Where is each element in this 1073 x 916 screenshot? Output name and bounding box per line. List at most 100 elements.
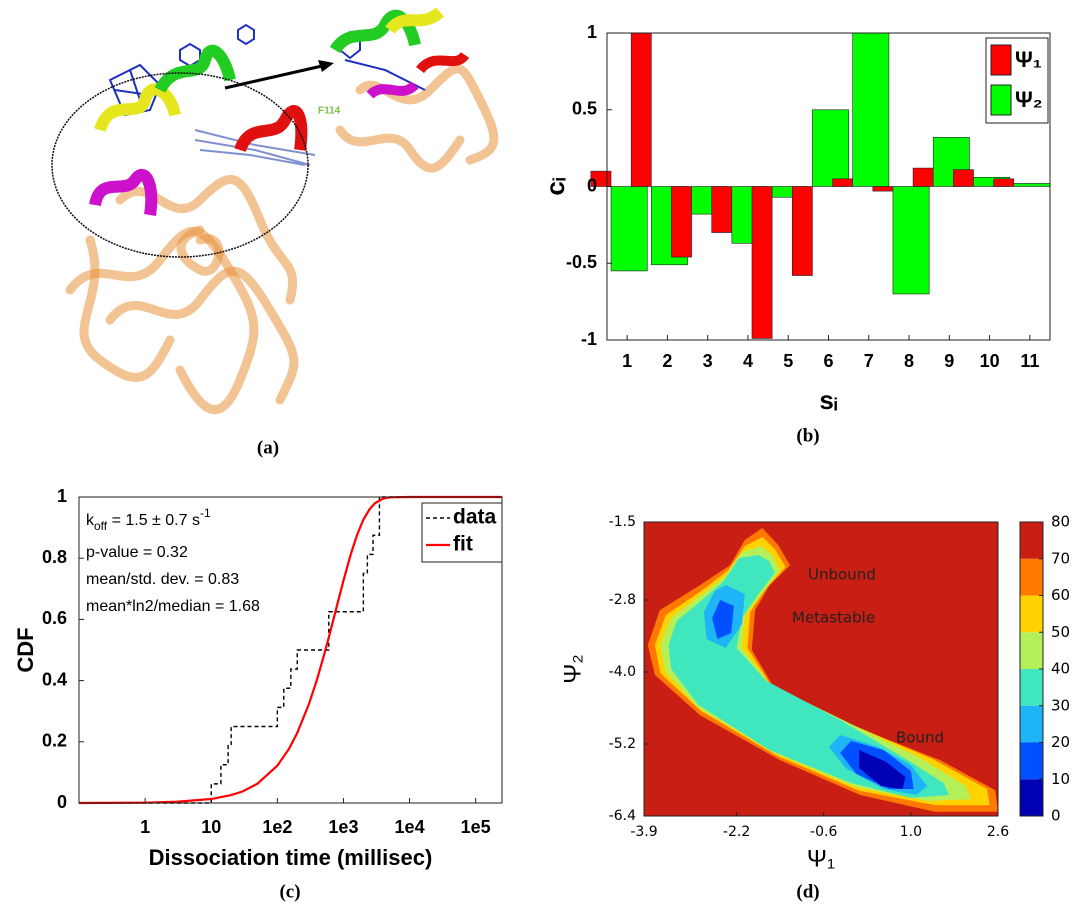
colorbar-segment (1020, 558, 1043, 596)
bar (812, 109, 849, 187)
x-tick-label: 1e2 (262, 817, 292, 837)
caption: (c) (279, 881, 300, 902)
colorbar-segment (1020, 779, 1043, 816)
y-tick-label: -4.0 (609, 664, 636, 680)
colorbar-tick-label: 0 (1051, 807, 1061, 825)
y-tick-label: 0 (57, 792, 67, 812)
y-tick-label: -1.5 (609, 514, 636, 530)
colorbar-tick-label: 80 (1051, 513, 1070, 531)
x-tick-label: 11 (1020, 351, 1039, 371)
bar (1013, 183, 1051, 187)
rate-label: koff = 1.5 ± 0.7 s-1 (86, 506, 211, 533)
x-tick-label: -3.9 (630, 824, 657, 840)
y-axis-label: CDF (13, 627, 38, 672)
y-tick-label: -2.8 (609, 592, 636, 608)
legend: Ψ₁ Ψ₂ (985, 37, 1049, 124)
caption: (d) (796, 881, 819, 902)
colorbar-tick-label: 40 (1051, 660, 1070, 678)
y-tick-label: -1 (581, 329, 597, 349)
contour-region (859, 750, 906, 789)
x-tick-label: 2.6 (987, 824, 1009, 840)
rate-value: = 1.5 ± 0.7 s (107, 512, 200, 529)
legend-swatch (990, 44, 1012, 76)
y-tick-label: -0.5 (566, 252, 597, 272)
x-tick-label: 1 (140, 817, 150, 837)
y-tick-label: -6.4 (609, 808, 636, 824)
bar (953, 169, 974, 187)
y-tick-label: -5.2 (609, 736, 636, 752)
x-tick-label: -0.6 (810, 824, 837, 840)
bar (892, 186, 930, 295)
bar (832, 178, 853, 187)
y-tick-label: 0.6 (42, 608, 67, 628)
colorbar-segment (1020, 705, 1043, 743)
bar (791, 186, 813, 276)
x-tick-label: 10 (980, 351, 1000, 371)
legend-swatch (990, 84, 1012, 116)
x-tick-label: 1 (622, 351, 632, 371)
x-tick-label: 6 (823, 351, 833, 371)
x-tick-label: 3 (703, 351, 713, 371)
x-tick-label: 2 (662, 351, 672, 371)
colorbar-segment (1020, 632, 1043, 669)
y-tick-label: 0.2 (42, 731, 67, 751)
molecule-image: F114 (a) (51, 7, 499, 458)
annotation: mean*ln2/median = 1.68 (86, 598, 260, 615)
colorbar-tick-label: 70 (1051, 549, 1070, 567)
x-tick-label: 1e5 (461, 817, 491, 837)
colorbar-segment (1020, 595, 1043, 633)
annotation: mean/std. dev. = 0.83 (86, 571, 239, 588)
y-tick-label: 0.5 (572, 99, 597, 119)
bar (852, 32, 890, 187)
x-tick-label: 4 (743, 351, 753, 371)
x-tick-label: 8 (904, 351, 914, 371)
bar (671, 186, 692, 258)
line-series (78, 495, 502, 805)
x-tick-label: 1e3 (328, 817, 358, 837)
y-tick-label: 1 (587, 22, 597, 42)
rate-superscript: -1 (200, 506, 211, 520)
y-tick-label: 0.4 (42, 669, 67, 689)
colorbar-tick-label: 30 (1051, 696, 1070, 714)
x-axis-label: Ψ₁ (807, 845, 835, 872)
rate-subscript: off (94, 519, 108, 533)
colorbar-tick-label: 20 (1051, 733, 1070, 751)
colorbar-tick-label: 60 (1051, 586, 1070, 604)
bar (993, 178, 1015, 187)
y-tick-label: 0 (587, 175, 597, 195)
x-axis-label: sᵢ (819, 385, 837, 415)
legend-label: fit (453, 533, 473, 556)
legend: data fit (421, 502, 503, 563)
legend-box (421, 502, 503, 563)
legend-label: data (453, 506, 497, 529)
bar (711, 186, 733, 233)
x-tick-label: -2.2 (723, 824, 750, 840)
y-tick-label: 0.8 (42, 547, 67, 567)
residue-label: F114 (318, 106, 341, 117)
annotation: Metastable (792, 609, 875, 627)
x-tick-label: 5 (783, 351, 793, 371)
colorbar-segment (1020, 742, 1043, 780)
bar (630, 32, 652, 187)
x-tick-label: 10 (201, 817, 221, 837)
colorbar-segment (1020, 522, 1043, 559)
bar (610, 186, 648, 272)
colorbar-tick-label: 50 (1051, 623, 1070, 641)
annotation: Bound (896, 729, 944, 747)
rate-symbol: k (86, 512, 95, 529)
legend-label: Ψ₁ (1015, 47, 1042, 72)
annotation: Unbound (808, 566, 876, 584)
colorbar-tick-label: 10 (1051, 770, 1070, 788)
x-tick-label: 9 (944, 351, 954, 371)
bar (590, 170, 612, 187)
x-axis-label: Dissociation time (millisec) (149, 845, 433, 870)
caption: (a) (257, 437, 279, 458)
x-tick-label: 7 (864, 351, 874, 371)
contour-region (712, 600, 734, 639)
x-tick-label: 1.0 (900, 824, 922, 840)
y-axis-label: Ψ₂ (559, 654, 586, 683)
line-series (79, 496, 502, 804)
caption: (b) (796, 425, 819, 446)
y-axis-label: cᵢ (540, 177, 570, 195)
